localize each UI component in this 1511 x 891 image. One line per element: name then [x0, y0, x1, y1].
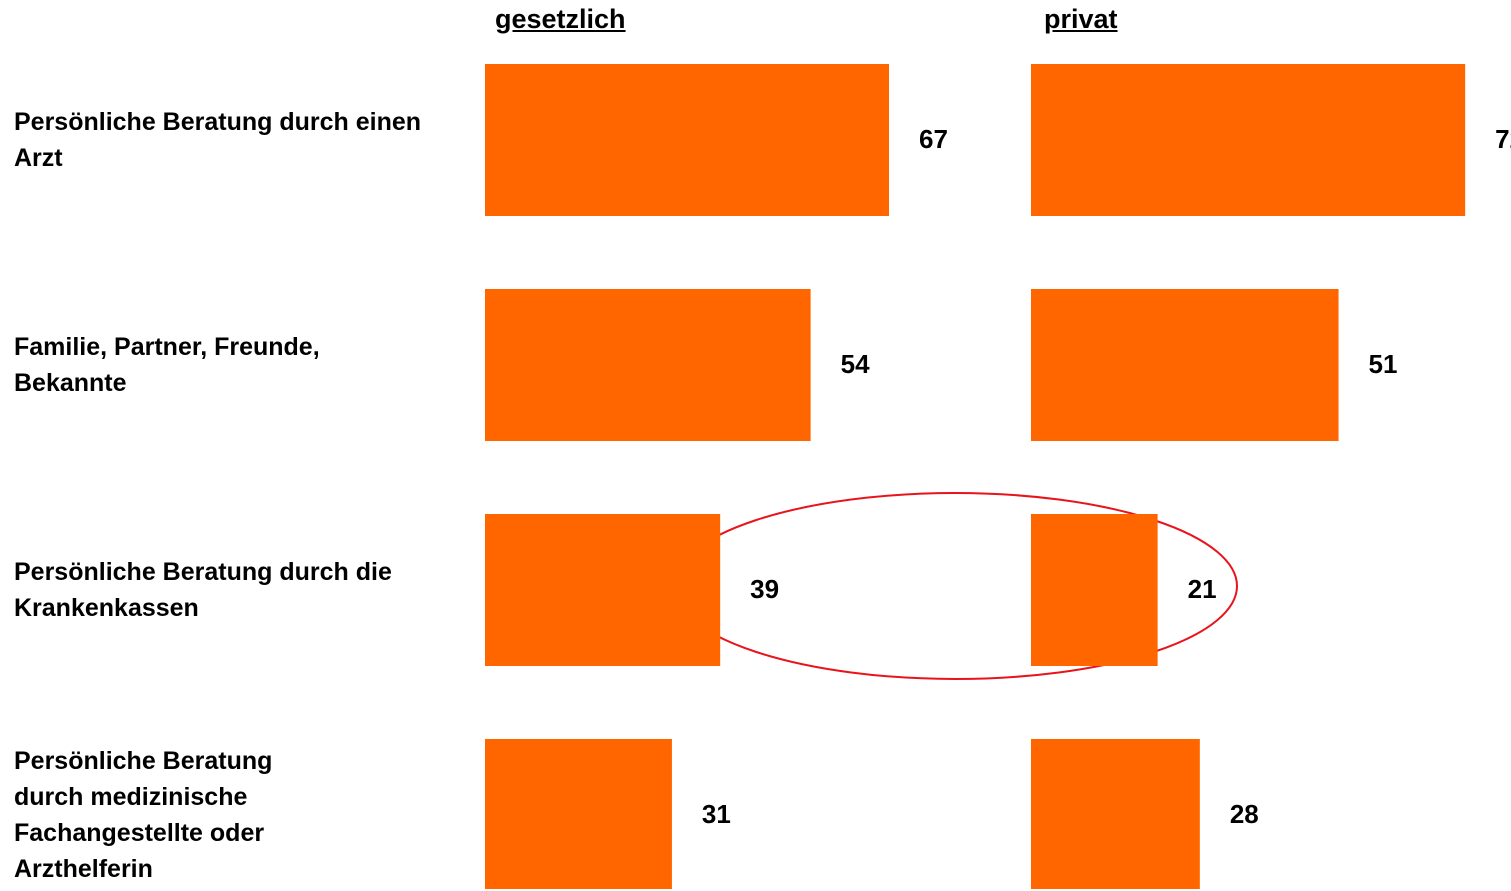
value-label: 21	[1188, 574, 1217, 604]
category-label: Persönliche Beratung durch einen Arzt	[14, 108, 422, 172]
category-label: Persönliche Beratung durch medizinische …	[14, 747, 273, 883]
bar	[485, 289, 811, 441]
value-label: 72	[1495, 124, 1511, 154]
bar	[485, 514, 721, 666]
value-label: 39	[750, 574, 779, 604]
series-header: privat	[1044, 4, 1118, 34]
value-label: 54	[841, 349, 870, 379]
bar	[1031, 64, 1466, 216]
bar	[1031, 289, 1339, 441]
bar	[1031, 514, 1158, 666]
category-label: Familie, Partner, Freunde, Bekannte	[14, 333, 320, 397]
value-label: 67	[919, 124, 948, 154]
series-header: gesetzlich	[495, 4, 626, 34]
bar	[485, 64, 890, 216]
value-label: 28	[1230, 799, 1259, 829]
value-label: 51	[1369, 349, 1398, 379]
category-label: Persönliche Beratung durch die Krankenka…	[14, 558, 392, 622]
value-label: 31	[702, 799, 731, 829]
bar	[485, 739, 672, 889]
bar	[1031, 739, 1200, 889]
